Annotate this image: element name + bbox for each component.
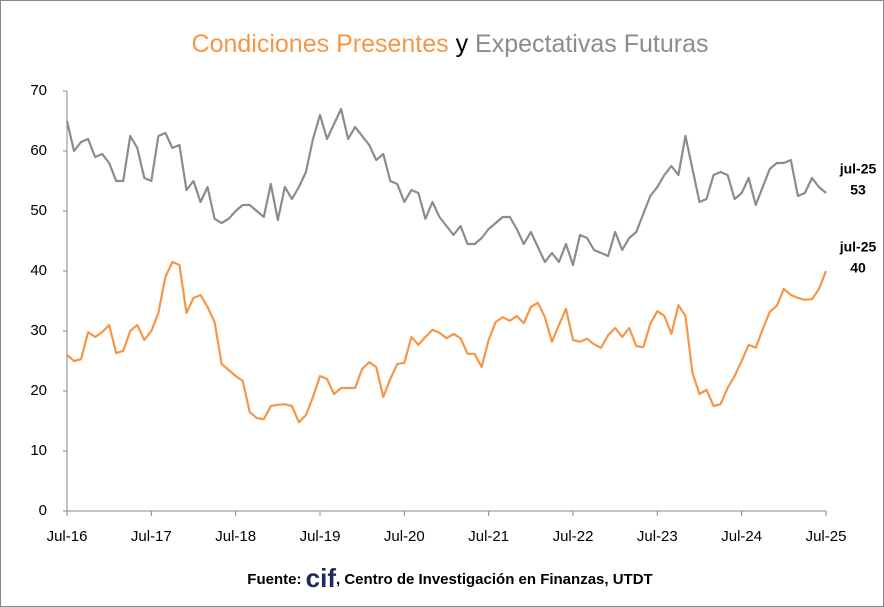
series-line (65, 107, 827, 267)
source-prefix: Fuente: (247, 571, 301, 588)
x-tick-label: Jul-20 (384, 528, 425, 545)
y-tick-label: 30 (30, 322, 47, 339)
series-line (66, 260, 828, 424)
x-tick-label: Jul-16 (47, 528, 88, 545)
source-logo: cif (306, 563, 337, 593)
title-part: Condiciones Presentes (192, 30, 449, 58)
x-tick-label: Jul-23 (637, 528, 678, 545)
y-tick-label: 70 (30, 82, 47, 99)
y-tick-label: 20 (30, 382, 47, 399)
x-tick-label: Jul-24 (721, 528, 762, 545)
y-tick-label: 60 (30, 142, 47, 159)
source-text: , Centro de Investigación en Finanzas, U… (336, 571, 653, 588)
y-tick-label: 10 (30, 442, 47, 459)
y-tick-label: 50 (30, 202, 47, 219)
x-tick-label: Jul-18 (215, 528, 256, 545)
end-value: 40 (850, 260, 866, 276)
x-tick-label: Jul-19 (300, 528, 341, 545)
y-tick-label: 0 (39, 502, 47, 519)
end-value: 53 (850, 182, 866, 198)
title-part: y (456, 30, 469, 58)
title-part: Expectativas Futuras (475, 30, 708, 58)
source: Fuente: cif, Centro de Investigación en … (247, 563, 652, 593)
chart-title: Condiciones Presentes y Expectativas Fut… (192, 30, 709, 58)
x-tick-label: Jul-25 (806, 528, 847, 545)
end-label: jul-25 (839, 161, 877, 177)
y-tick-label: 40 (30, 262, 47, 279)
x-tick-label: Jul-21 (468, 528, 509, 545)
x-tick-label: Jul-17 (131, 528, 172, 545)
end-label: jul-25 (839, 239, 877, 255)
x-tick-label: Jul-22 (553, 528, 594, 545)
